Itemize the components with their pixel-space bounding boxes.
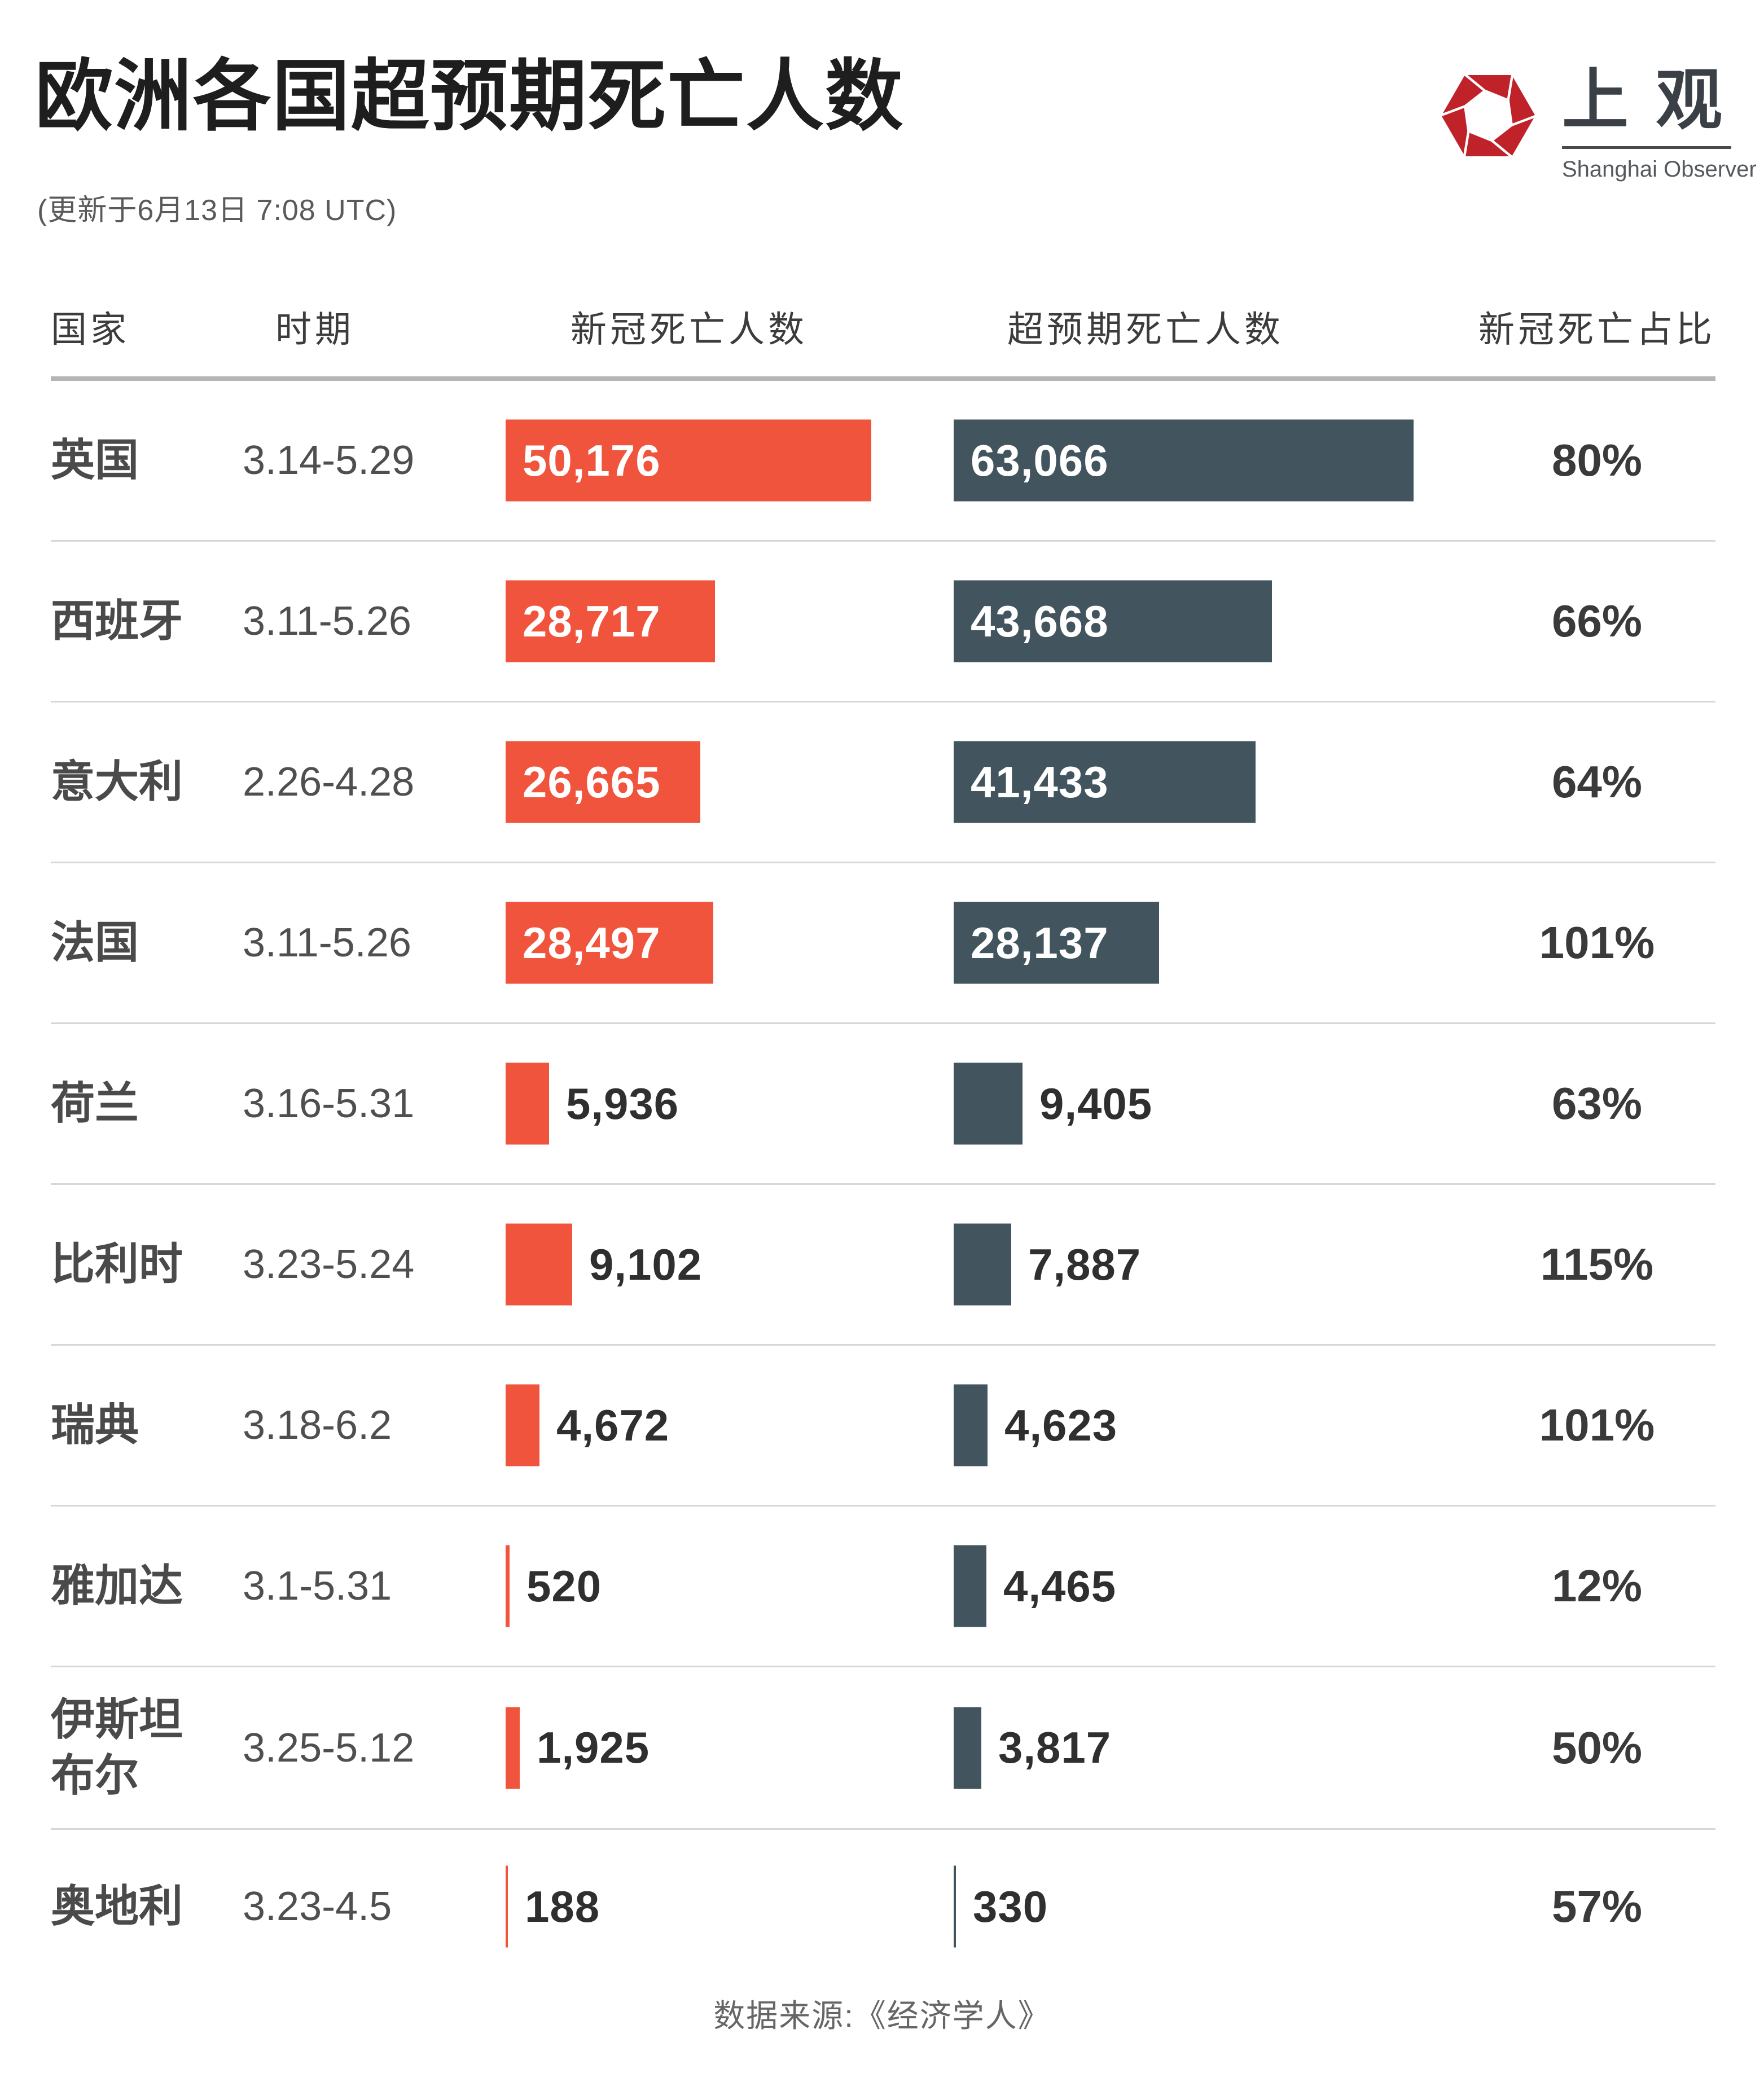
covid-deaths-bar: 5,936 [506,1062,678,1145]
covid-share-value: 101% [1539,917,1655,968]
country-label: 伊斯坦布尔 [51,1694,183,1800]
country-label: 西班牙 [51,596,183,646]
country-label: 瑞典 [51,1400,139,1450]
excess-deaths-value: 63,066 [971,435,1109,485]
covid-share-value: 50% [1551,1722,1643,1773]
period-label: 3.14-5.29 [243,438,415,483]
period-label: 3.1-5.31 [243,1564,392,1609]
excess-deaths-bar: 3,817 [954,1707,1111,1789]
covid-deaths-bar: 4,672 [506,1384,669,1466]
excess-deaths-table: 国家 时期 新冠死亡人数 超预期死亡人数 新冠死亡占比 英国 3.14-5.29… [51,282,1715,1983]
country-label: 比利时 [51,1239,183,1289]
country-label: 法国 [51,917,139,968]
period-label: 2.26-4.28 [243,759,415,805]
header-covid-share: 新冠死亡占比 [1478,309,1715,350]
logo-text-block: 上观 Shanghai Observer [1562,59,1757,182]
country-label: 英国 [51,435,139,485]
covid-share-value: 12% [1551,1561,1643,1611]
covid-deaths-bar: 1,925 [506,1707,649,1789]
covid-deaths-value: 9,102 [589,1239,703,1289]
period-label: 3.23-5.24 [243,1242,415,1287]
covid-share-value: 57% [1551,1881,1643,1931]
table-row: 伊斯坦布尔 3.25-5.12 1,925 3,817 50% [51,1667,1715,1830]
excess-deaths-bar: 9,405 [954,1062,1152,1145]
country-label: 意大利 [51,757,183,807]
header-excess-deaths: 超预期死亡人数 [1007,309,1284,350]
excess-deaths-value: 330 [973,1881,1048,1931]
table-row: 荷兰 3.16-5.31 5,936 9,405 63% [51,1024,1715,1185]
excess-deaths-bar: 28,137 [954,902,1159,984]
country-label: 荷兰 [51,1078,139,1128]
aperture-hexagon-icon [1437,70,1539,161]
period-label: 3.25-5.12 [243,1725,415,1771]
excess-deaths-value: 41,433 [971,757,1109,807]
header-country: 国家 [51,309,130,350]
header-covid-deaths: 新冠死亡人数 [571,309,808,350]
covid-deaths-value: 520 [526,1561,602,1611]
excess-deaths-bar: 63,066 [954,419,1414,502]
table-row: 奥地利 3.23-4.5 188 330 57% [51,1830,1715,1983]
period-label: 3.11-5.26 [243,599,411,644]
covid-deaths-bar: 26,665 [506,741,700,823]
covid-share-value: 101% [1539,1400,1655,1450]
excess-deaths-value: 9,405 [1039,1078,1153,1128]
excess-deaths-bar: 4,465 [954,1545,1116,1627]
excess-deaths-bar: 4,623 [954,1384,1117,1466]
excess-deaths-value: 4,623 [1004,1400,1118,1450]
excess-deaths-value: 4,465 [1003,1561,1117,1611]
period-label: 3.16-5.31 [243,1081,415,1126]
excess-deaths-value: 3,817 [998,1723,1112,1772]
excess-deaths-value: 43,668 [971,596,1109,646]
covid-deaths-value: 28,497 [523,917,661,968]
excess-deaths-bar: 43,668 [954,580,1272,662]
table-row: 瑞典 3.18-6.2 4,672 4,623 101% [51,1346,1715,1507]
covid-share-value: 80% [1551,435,1643,485]
header-period: 时期 [275,309,354,350]
table-row: 法国 3.11-5.26 28,497 28,137 101% [51,863,1715,1024]
covid-deaths-value: 1,925 [537,1723,650,1772]
covid-deaths-bar: 50,176 [506,419,871,502]
excess-deaths-value: 7,887 [1028,1239,1142,1289]
table-body: 英国 3.14-5.29 50,176 63,066 80% 西班牙 3.11-… [51,381,1715,1983]
table-row: 西班牙 3.11-5.26 28,717 43,668 66% [51,542,1715,702]
covid-deaths-value: 4,672 [556,1400,670,1450]
covid-deaths-bar: 28,717 [506,580,715,662]
covid-deaths-value: 28,717 [523,596,661,646]
logo-chinese-name: 上观 [1562,64,1750,138]
covid-share-value: 64% [1551,757,1643,807]
country-label: 奥地利 [51,1881,183,1931]
page-title: 欧洲各国超预期死亡人数 [35,53,905,140]
table-row: 意大利 2.26-4.28 26,665 41,433 64% [51,702,1715,863]
covid-share-value: 115% [1540,1239,1654,1289]
period-label: 3.11-5.26 [243,920,411,965]
excess-deaths-value: 28,137 [971,917,1109,968]
covid-share-value: 63% [1551,1078,1643,1128]
excess-deaths-bar: 7,887 [954,1223,1140,1306]
covid-deaths-value: 5,936 [566,1078,679,1128]
covid-deaths-value: 188 [525,1881,600,1931]
shanghai-observer-logo: 上观 Shanghai Observer [1436,59,1757,182]
update-timestamp: (更新于6月13日 7:08 UTC) [37,194,397,227]
excess-deaths-bar: 41,433 [954,741,1256,823]
excess-deaths-bar: 330 [954,1865,1047,1948]
covid-deaths-bar: 188 [506,1865,599,1948]
country-label: 雅加达 [51,1561,183,1611]
covid-deaths-bar: 9,102 [506,1223,701,1306]
covid-deaths-value: 26,665 [523,757,661,807]
covid-deaths-value: 50,176 [523,435,661,485]
covid-share-value: 66% [1551,596,1643,646]
period-label: 3.23-4.5 [243,1884,392,1929]
covid-deaths-bar: 520 [506,1545,601,1627]
table-row: 雅加达 3.1-5.31 520 4,465 12% [51,1507,1715,1667]
table-header-row: 国家 时期 新冠死亡人数 超预期死亡人数 新冠死亡占比 [51,282,1715,381]
data-source-note: 数据来源:《经济学人》 [713,1998,1051,2034]
logo-english-name: Shanghai Observer [1562,156,1757,182]
table-row: 比利时 3.23-5.24 9,102 7,887 115% [51,1185,1715,1346]
covid-deaths-bar: 28,497 [506,902,713,984]
logo-divider [1562,146,1731,149]
table-row: 英国 3.14-5.29 50,176 63,066 80% [51,381,1715,542]
period-label: 3.18-6.2 [243,1403,392,1448]
